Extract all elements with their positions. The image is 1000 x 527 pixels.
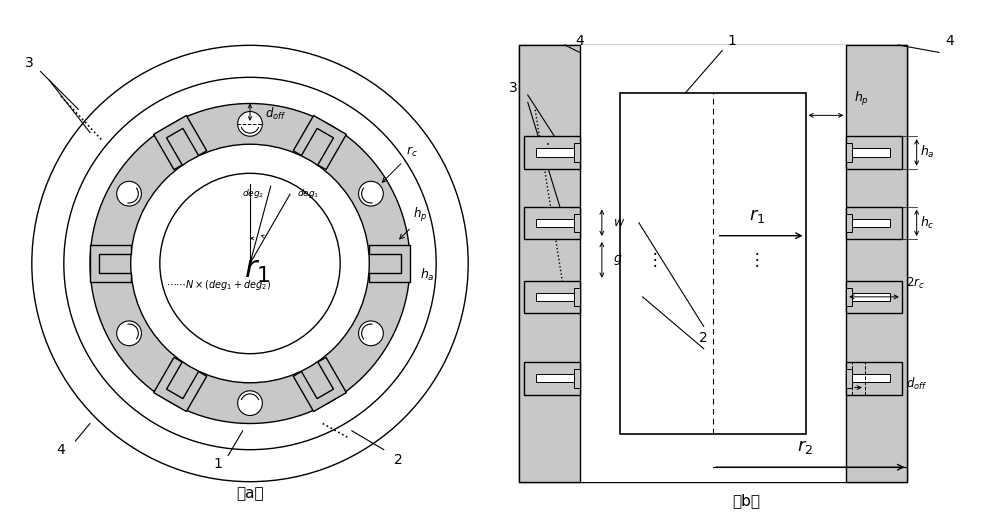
Text: $r_c$: $r_c$ [406, 145, 418, 159]
Text: $r_1$: $r_1$ [749, 207, 766, 225]
Bar [524, 281, 580, 313]
Text: $2r_c$: $2r_c$ [906, 276, 924, 291]
Bar [536, 219, 574, 227]
Circle shape [359, 181, 383, 206]
Text: $h_a$: $h_a$ [420, 267, 435, 283]
Circle shape [131, 144, 369, 383]
Circle shape [117, 181, 141, 206]
Bar [846, 143, 852, 162]
Text: 3: 3 [25, 56, 33, 70]
Text: $w$: $w$ [613, 216, 625, 229]
Text: $d_{off}$: $d_{off}$ [906, 376, 927, 392]
Bar [846, 213, 852, 232]
Polygon shape [154, 357, 207, 412]
Bar [519, 45, 907, 482]
Text: $r_1$: $r_1$ [244, 256, 270, 285]
Circle shape [359, 321, 383, 346]
Bar [846, 136, 902, 169]
Text: $d_{off}$: $d_{off}$ [265, 105, 286, 122]
Text: $h_a$: $h_a$ [920, 144, 935, 160]
Bar [524, 207, 580, 239]
Bar [852, 148, 890, 157]
Bar [846, 207, 902, 239]
Text: $h_p$: $h_p$ [413, 206, 427, 224]
Text: $h_p$: $h_p$ [854, 90, 869, 108]
Text: （b）: （b） [732, 493, 760, 508]
Text: $\cdots\cdots N\times(deg_1+deg_2)$: $\cdots\cdots N\times(deg_1+deg_2)$ [166, 278, 271, 292]
Text: 4: 4 [946, 34, 954, 48]
Circle shape [90, 103, 410, 424]
Bar [574, 143, 580, 162]
Bar [846, 369, 852, 387]
Text: $h_c$: $h_c$ [920, 214, 935, 231]
Text: 1: 1 [727, 34, 736, 48]
Bar [574, 369, 580, 387]
Bar [620, 93, 806, 434]
Polygon shape [154, 115, 207, 170]
Text: 1: 1 [214, 457, 222, 471]
Text: $r_2$: $r_2$ [797, 438, 814, 456]
Text: 3: 3 [509, 81, 517, 94]
Polygon shape [293, 357, 346, 412]
Bar [846, 362, 902, 395]
Polygon shape [369, 245, 410, 282]
Text: $deg_1$: $deg_1$ [297, 187, 319, 200]
Bar [574, 288, 580, 306]
Bar [580, 45, 893, 482]
Circle shape [238, 112, 262, 136]
Text: $\vdots$: $\vdots$ [646, 250, 657, 269]
Text: （a）: （a） [236, 486, 264, 501]
Text: 4: 4 [57, 443, 65, 457]
Circle shape [238, 391, 262, 415]
Bar [524, 136, 580, 169]
Text: $deg_2$: $deg_2$ [242, 187, 265, 200]
Polygon shape [90, 245, 131, 282]
Bar [852, 292, 890, 301]
Circle shape [160, 173, 340, 354]
Bar [846, 45, 907, 482]
Bar [852, 219, 890, 227]
Text: $g$: $g$ [613, 253, 622, 267]
Bar [846, 281, 902, 313]
Bar [536, 148, 574, 157]
Bar [846, 288, 852, 306]
Bar [536, 292, 574, 301]
Bar [536, 374, 574, 383]
Text: 4: 4 [575, 34, 584, 48]
Bar [524, 362, 580, 395]
Bar [852, 374, 890, 383]
Bar [519, 45, 580, 482]
Polygon shape [293, 115, 346, 170]
Text: 2: 2 [394, 453, 403, 467]
Bar [574, 213, 580, 232]
Text: $\vdots$: $\vdots$ [540, 141, 549, 156]
Text: $\vdots$: $\vdots$ [748, 250, 759, 269]
Circle shape [117, 321, 141, 346]
Text: 2: 2 [699, 330, 708, 345]
